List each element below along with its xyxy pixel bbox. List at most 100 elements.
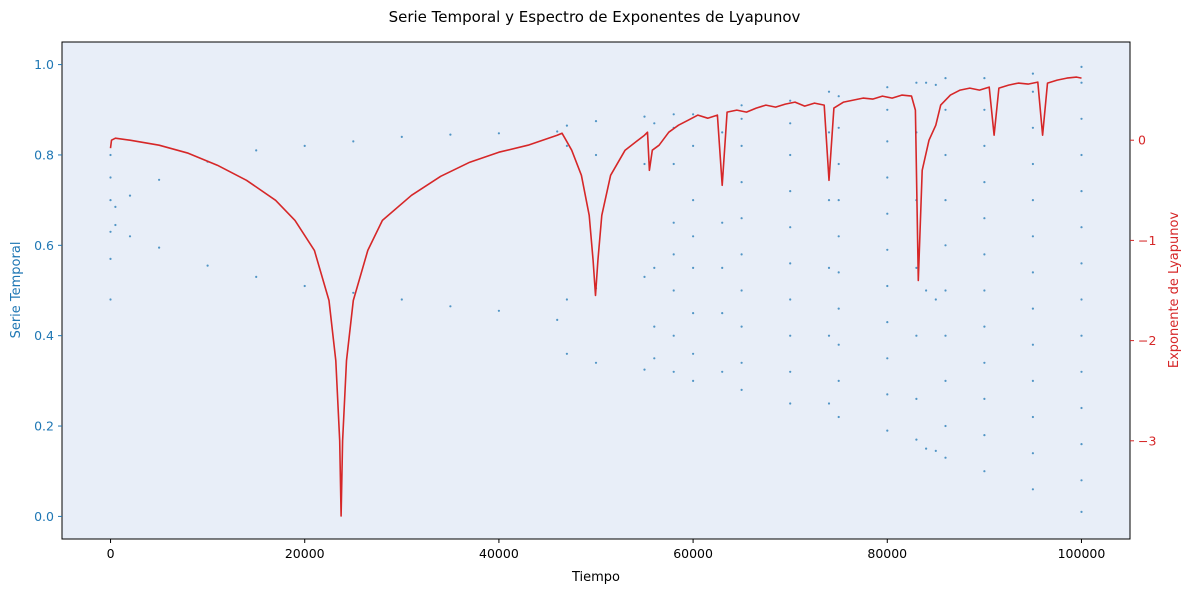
x-tick-label: 20000 — [285, 546, 325, 561]
y-right-tick-label: 0 — [1138, 133, 1146, 148]
scatter-point — [915, 397, 918, 400]
scatter-point — [925, 447, 928, 450]
scatter-point — [653, 325, 656, 328]
scatter-point — [1031, 235, 1034, 238]
scatter-point — [1080, 334, 1083, 337]
scatter-point — [827, 266, 831, 269]
scatter-point — [915, 438, 918, 441]
scatter-point — [497, 132, 500, 135]
y-left-axis-label: Serie Temporal — [9, 242, 24, 339]
scatter-point — [837, 307, 840, 310]
scatter-point — [740, 388, 743, 391]
scatter-point — [934, 83, 937, 86]
scatter-point — [1080, 65, 1083, 68]
y-left-tick-label: 0.0 — [34, 509, 54, 524]
scatter-point — [643, 368, 646, 371]
scatter-point — [1031, 126, 1034, 129]
scatter-point — [983, 217, 986, 220]
x-tick-label: 100000 — [1058, 546, 1106, 561]
scatter-point — [565, 144, 569, 147]
scatter-point — [109, 230, 112, 233]
scatter-point — [1031, 199, 1034, 202]
scatter-point — [1031, 452, 1034, 455]
scatter-point — [594, 120, 598, 123]
scatter-point — [789, 298, 792, 301]
time-series-scatter — [109, 65, 1083, 513]
scatter-point — [1031, 415, 1034, 419]
y-left-axis-ticks: 0.0 0.2 0.4 0.6 0.8 1.0 — [34, 57, 62, 524]
scatter-point — [944, 77, 947, 80]
scatter-point — [692, 352, 695, 355]
scatter-point — [915, 266, 918, 269]
scatter-point — [837, 271, 840, 274]
scatter-point — [827, 334, 831, 337]
scatter-point — [1080, 262, 1083, 265]
scatter-point — [109, 257, 112, 260]
scatter-point — [1080, 226, 1083, 229]
scatter-point — [983, 361, 986, 364]
scatter-point — [837, 343, 840, 346]
lyapunov-series-line — [109, 76, 1082, 517]
scatter-point — [1031, 271, 1034, 274]
scatter-point — [1080, 81, 1083, 84]
scatter-point — [740, 253, 743, 256]
scatter-point — [886, 321, 889, 324]
scatter-point — [934, 298, 937, 301]
scatter-point — [827, 402, 831, 405]
lyapunov-line — [109, 76, 1082, 517]
y-left-tick-label: 0.6 — [34, 238, 54, 253]
scatter-point — [983, 77, 986, 80]
scatter-point — [721, 131, 724, 134]
scatter-point — [1031, 379, 1034, 382]
scatter-point — [740, 325, 743, 328]
scatter-point — [740, 361, 743, 364]
scatter-point — [944, 199, 947, 202]
scatter-point — [128, 194, 132, 197]
scatter-point — [886, 86, 889, 89]
scatter-point — [1031, 343, 1034, 346]
scatter-point — [983, 397, 986, 400]
scatter-point — [915, 334, 918, 337]
scatter-point — [109, 298, 112, 301]
scatter-point — [1031, 72, 1034, 75]
scatter-point — [692, 312, 695, 315]
scatter-point — [944, 244, 947, 247]
scatter-point — [653, 122, 656, 125]
scatter-point — [944, 108, 947, 111]
scatter-point — [1080, 406, 1083, 410]
scatter-point — [789, 122, 792, 125]
scatter-point — [255, 149, 258, 152]
y-right-axis-label: Exponente de Lyapunov — [1167, 212, 1182, 369]
chart-title: Serie Temporal y Espectro de Exponentes … — [389, 8, 801, 26]
scatter-point — [721, 221, 724, 224]
scatter-point — [1080, 510, 1083, 513]
scatter-point — [944, 289, 947, 292]
scatter-point — [1080, 190, 1083, 193]
scatter-point — [692, 199, 695, 202]
scatter-point — [837, 162, 840, 166]
x-axis-ticks: 0 20000 40000 60000 80000 100000 — [107, 539, 1106, 561]
scatter-point — [1080, 479, 1083, 482]
scatter-point — [594, 361, 598, 364]
scatter-point — [827, 131, 831, 134]
scatter-point — [400, 135, 403, 138]
scatter-point — [886, 212, 889, 215]
scatter-point — [983, 108, 986, 111]
scatter-point — [1080, 370, 1083, 373]
scatter-point — [837, 235, 840, 238]
scatter-point — [740, 104, 743, 107]
y-right-tick-label: −3 — [1138, 433, 1156, 448]
scatter-point — [114, 223, 117, 227]
scatter-point — [886, 393, 889, 396]
scatter-point — [692, 113, 695, 116]
scatter-point — [672, 370, 675, 373]
scatter-point — [653, 266, 656, 269]
scatter-point — [915, 81, 918, 84]
scatter-point — [556, 318, 559, 321]
scatter-point — [827, 90, 831, 93]
scatter-point — [1031, 162, 1034, 166]
scatter-point — [837, 199, 840, 202]
plot-frame — [61, 41, 1131, 540]
scatter-point — [594, 153, 598, 157]
